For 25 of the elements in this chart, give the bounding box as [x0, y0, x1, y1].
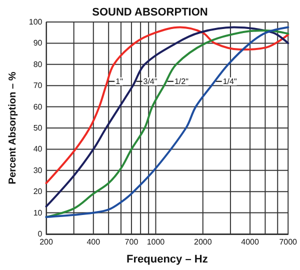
x-tick-label: 7000	[279, 238, 298, 246]
x-tick-label: 200	[40, 238, 54, 246]
chart-title: SOUND ABSORPTION	[92, 6, 208, 18]
y-axis-title: Percent Absorption – %	[8, 72, 18, 184]
series-label: 1/4"	[222, 76, 237, 86]
x-tick-label: 1000	[146, 238, 166, 246]
series-label: 3/4"	[143, 76, 158, 86]
y-tick-label: 10	[33, 208, 43, 218]
x-tick-label: 400	[86, 238, 101, 246]
y-tick-label: 20	[33, 187, 43, 196]
y-tick-label: 70	[33, 81, 43, 90]
series-label: 1/2"	[174, 76, 189, 86]
y-tick-label: 0	[38, 230, 43, 238]
y-tick-label: 100	[28, 18, 43, 26]
y-tick-label: 50	[33, 124, 43, 132]
series-label: 1"	[116, 76, 124, 86]
x-tick-label: 2000	[194, 238, 212, 246]
x-tick-label: 700	[124, 238, 139, 246]
y-tick-label: 90	[33, 38, 43, 48]
y-tick-label: 80	[33, 60, 43, 69]
y-tick-label: 40	[33, 144, 43, 154]
y-tick-label: 30	[33, 166, 43, 175]
x-tick-label: 4000	[241, 238, 260, 246]
y-tick-label: 60	[33, 102, 43, 112]
x-axis-title: Frequency – Hz	[126, 254, 208, 266]
